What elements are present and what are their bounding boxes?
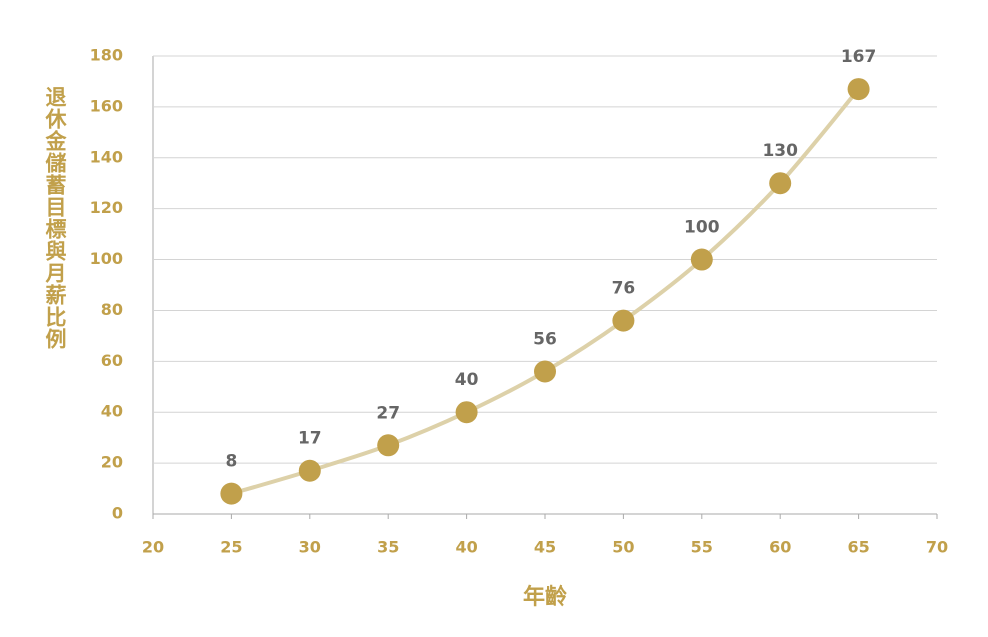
data-label: 130	[762, 141, 798, 161]
x-tick-label: 45	[534, 538, 556, 557]
y-tick-label: 0	[112, 504, 123, 523]
x-tick-label: 35	[377, 538, 399, 557]
point	[455, 401, 478, 424]
point	[220, 482, 243, 505]
y-tick-label: 160	[90, 96, 123, 115]
x-axis-title: 年齡	[523, 584, 567, 610]
point	[377, 434, 400, 457]
data-label: 100	[684, 218, 720, 238]
x-tick-label: 55	[691, 538, 713, 557]
y-tick-label: 80	[101, 300, 123, 319]
x-tick-label: 20	[142, 538, 164, 557]
data-label: 56	[533, 330, 557, 350]
point	[690, 248, 713, 271]
point	[847, 78, 870, 101]
x-tick-label: 25	[220, 538, 242, 557]
data-label: 27	[376, 403, 400, 423]
y-tick-label: 40	[101, 402, 123, 421]
x-tick-label: 50	[612, 538, 634, 557]
data-label: 167	[841, 47, 877, 67]
x-tick-label: 30	[299, 538, 321, 557]
point	[769, 172, 792, 195]
y-axis-title: 退休金儲蓄目標與月薪比例	[43, 86, 68, 350]
x-tick-label: 40	[455, 538, 477, 557]
y-tick-label: 60	[101, 351, 123, 370]
point	[534, 360, 556, 383]
data-label: 8	[225, 452, 237, 472]
data-label: 17	[298, 429, 322, 449]
point	[612, 309, 635, 332]
y-tick-label: 180	[90, 46, 123, 65]
x-tick-label: 65	[847, 538, 869, 557]
y-tick-label: 140	[90, 147, 123, 166]
y-tick-label: 120	[90, 198, 123, 217]
data-label: 40	[455, 370, 479, 390]
y-tick-label: 20	[101, 453, 123, 472]
point	[298, 459, 321, 482]
data-label: 76	[612, 279, 636, 299]
x-tick-label: 60	[769, 538, 791, 557]
y-tick-label: 100	[90, 249, 123, 268]
x-tick-label: 70	[926, 538, 948, 557]
